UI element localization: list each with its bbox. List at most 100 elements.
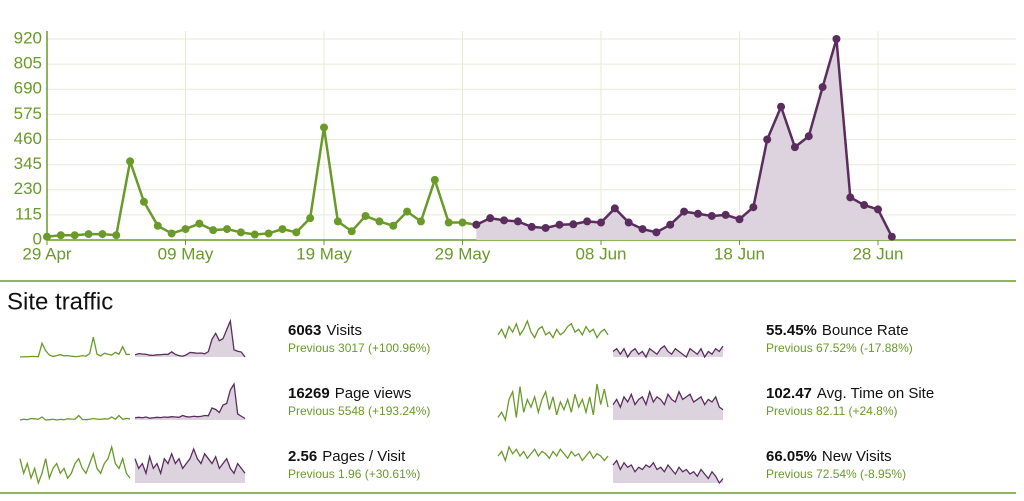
sparkline	[19, 444, 131, 486]
metric-label: Avg. Time on Site	[817, 385, 934, 402]
area	[476, 39, 892, 240]
x-tick-label: 28 Jun	[852, 244, 903, 263]
metric: 102.47 Avg. Time on Site	[766, 385, 934, 402]
point	[472, 220, 481, 229]
point	[486, 214, 495, 223]
point	[430, 175, 439, 184]
point	[278, 225, 287, 234]
point	[680, 207, 689, 216]
point	[264, 229, 273, 238]
point	[223, 225, 232, 234]
point	[652, 228, 661, 237]
point	[500, 216, 509, 225]
sparkline-area	[135, 448, 245, 483]
sparkline-area	[135, 384, 245, 420]
metric: 55.45% Bounce Rate	[766, 322, 909, 339]
metric-label: Bounce Rate	[822, 322, 909, 339]
metric-previous: Previous 67.52% (-17.88%)	[766, 341, 913, 355]
point	[167, 229, 176, 238]
sparkline	[612, 389, 724, 411]
metric-value: 2.56	[288, 448, 317, 465]
y-tick-label: 115	[15, 204, 42, 223]
point	[666, 220, 675, 229]
point	[541, 223, 550, 232]
x-tick-label: 18 Jun	[714, 244, 765, 263]
point	[306, 214, 315, 223]
point	[84, 230, 93, 239]
metric-value: 16269	[288, 385, 330, 402]
metric-label: Pages / Visit	[322, 448, 406, 465]
metric-previous: Previous 72.54% (-8.95%)	[766, 467, 906, 481]
point	[43, 232, 51, 241]
point	[860, 201, 869, 210]
point	[236, 228, 245, 237]
point	[610, 204, 619, 213]
x-tick-label: 19 May	[296, 244, 352, 263]
point	[209, 226, 218, 235]
sparkline	[19, 414, 131, 421]
metric: 2.56 Pages / Visit	[288, 448, 406, 465]
point	[527, 222, 536, 231]
point	[597, 218, 605, 227]
point	[361, 211, 370, 220]
point	[804, 132, 813, 141]
point	[98, 230, 107, 239]
sparkline	[134, 382, 246, 420]
metric-value: 55.45%	[766, 322, 817, 339]
sparkline	[497, 383, 609, 423]
y-tick-label: 920	[14, 28, 42, 47]
x-tick-label: 29 Apr	[22, 244, 71, 263]
point	[403, 207, 412, 216]
point	[735, 215, 744, 224]
x-tick-label: 09 May	[158, 244, 214, 263]
metric-value: 102.47	[766, 385, 812, 402]
point	[139, 197, 148, 206]
y-tick-label: 805	[14, 54, 42, 73]
point	[874, 205, 882, 214]
point	[320, 123, 328, 132]
point	[375, 217, 384, 226]
metric-value: 6063	[288, 322, 321, 339]
metric-value: 66.05%	[766, 448, 817, 465]
sparkline-area	[613, 460, 723, 483]
point	[416, 217, 425, 226]
y-tick-label: 690	[14, 79, 42, 98]
metric-label: New Visits	[822, 448, 892, 465]
point	[292, 228, 301, 237]
point	[763, 135, 772, 144]
point	[333, 217, 342, 226]
point	[56, 231, 65, 240]
sparkline	[497, 445, 609, 463]
x-tick-label: 08 Jun	[575, 244, 626, 263]
point	[389, 221, 398, 230]
point	[693, 209, 702, 218]
point	[818, 83, 827, 92]
metric-previous: Previous 82.11 (+24.8%)	[766, 404, 898, 418]
point	[195, 219, 204, 228]
point	[126, 157, 135, 166]
sparkline-area	[135, 321, 245, 357]
point	[624, 218, 633, 227]
point	[583, 217, 592, 226]
y-tick-label: 575	[14, 104, 42, 123]
point	[846, 193, 855, 202]
point	[458, 218, 467, 227]
y-tick-label: 345	[14, 154, 42, 173]
point	[887, 232, 896, 241]
point	[181, 225, 190, 234]
point	[777, 102, 786, 111]
point	[153, 221, 162, 230]
metric: 16269 Page views	[288, 385, 411, 402]
y-tick-label: 0	[33, 229, 42, 248]
point	[832, 35, 841, 43]
metric-previous: Previous 1.96 (+30.61%)	[288, 467, 420, 481]
metric-previous: Previous 3017 (+100.96%)	[288, 341, 430, 355]
section-title: Site traffic	[7, 288, 113, 315]
point	[70, 231, 79, 240]
sparkline	[134, 447, 246, 476]
point	[569, 220, 578, 229]
sparkline	[612, 459, 724, 485]
sparkline	[134, 318, 246, 358]
